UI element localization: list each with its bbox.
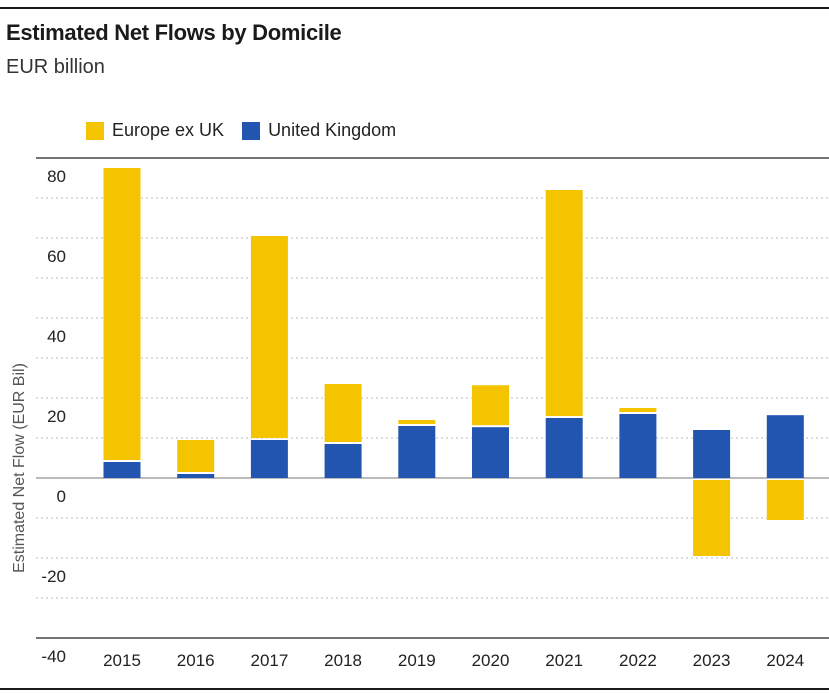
bar-europe-ex-uk <box>177 440 215 472</box>
legend-item-united-kingdom: United Kingdom <box>242 120 396 141</box>
bar-europe-ex-uk <box>693 480 731 556</box>
bar-europe-ex-uk <box>472 385 509 426</box>
bar-united-kingdom <box>766 415 804 478</box>
bar-united-kingdom <box>693 430 731 478</box>
x-tick-label: 2021 <box>545 651 583 670</box>
y-tick-label: 40 <box>47 327 66 346</box>
x-tick-label: 2015 <box>103 651 141 670</box>
bar-europe-ex-uk <box>545 190 583 416</box>
bar-united-kingdom <box>398 426 436 478</box>
y-axis-label: Estimated Net Flow (EUR Bil) <box>11 363 28 573</box>
y-tick-label: 80 <box>47 167 66 186</box>
y-tick-label: -40 <box>41 647 66 666</box>
y-tick-label: 60 <box>47 247 66 266</box>
bar-united-kingdom <box>177 474 215 478</box>
legend-swatch-united-kingdom <box>242 121 261 140</box>
y-tick-label: -20 <box>41 567 66 586</box>
legend-swatch-europe-ex-uk <box>86 121 104 140</box>
bar-united-kingdom <box>250 440 288 478</box>
bar-united-kingdom <box>103 462 141 478</box>
bar-europe-ex-uk <box>250 236 288 438</box>
x-tick-label: 2024 <box>766 651 804 670</box>
legend-label-united-kingdom: United Kingdom <box>268 120 397 140</box>
x-tick-label: 2022 <box>619 651 657 670</box>
legend-label-europe-ex-uk: Europe ex UK <box>112 120 225 140</box>
x-tick-label: 2016 <box>177 651 215 670</box>
legend-item-europe-ex-uk: Europe ex UK <box>86 120 224 141</box>
bar-europe-ex-uk <box>766 480 804 520</box>
bar-europe-ex-uk <box>619 408 657 412</box>
y-tick-label: 0 <box>57 487 66 506</box>
chart-subtitle: EUR billion <box>6 56 105 78</box>
x-tick-label: 2019 <box>398 651 436 670</box>
chart-title: Estimated Net Flows by Domicile <box>6 20 342 45</box>
x-tick-label: 2023 <box>693 651 731 670</box>
bar-united-kingdom <box>619 414 657 478</box>
bar-europe-ex-uk <box>103 168 141 460</box>
bar-united-kingdom <box>472 427 509 478</box>
bar-europe-ex-uk <box>324 384 362 442</box>
x-tick-label: 2017 <box>250 651 288 670</box>
bar-united-kingdom <box>324 444 362 478</box>
legend: Europe ex UK United Kingdom <box>86 120 414 141</box>
top-rule <box>0 7 829 9</box>
bar-united-kingdom <box>545 418 583 478</box>
x-tick-label: 2020 <box>472 651 510 670</box>
bottom-rule <box>0 688 829 690</box>
y-tick-label: 20 <box>47 407 66 426</box>
bar-europe-ex-uk <box>398 420 436 424</box>
x-tick-label: 2018 <box>324 651 362 670</box>
